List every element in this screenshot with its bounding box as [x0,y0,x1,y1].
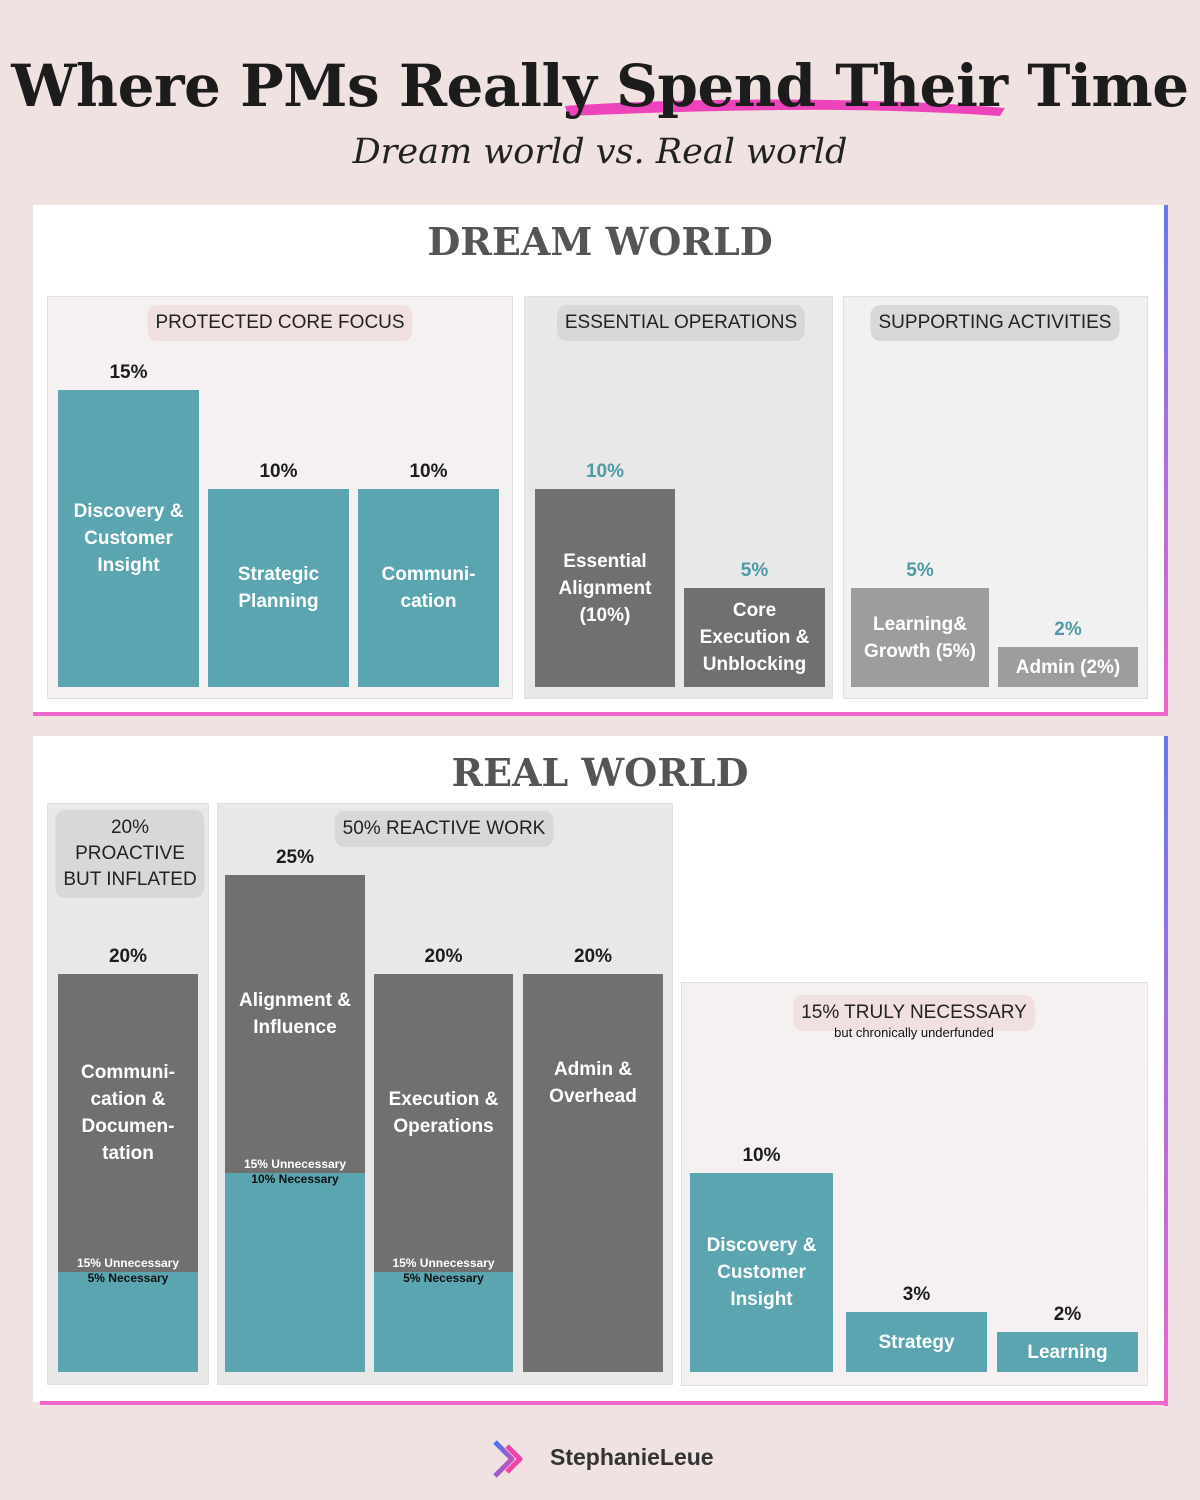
dream-frame-right [1164,205,1168,716]
bar-label: Learning [1027,1341,1108,1363]
bar-value-label: 20% [573,946,613,967]
bar-real-necessary-segment [58,1272,198,1372]
necessary-label: 5% Necessary [403,1271,484,1285]
bar-label: Strategy [878,1331,955,1353]
group-label-reactive-work: 50% REACTIVE WORK [334,811,554,847]
bar-dream-0 [58,390,199,687]
real-frame-bottom [40,1401,1168,1405]
bar-value-label: 20% [108,946,148,967]
bar-real-6 [997,1332,1138,1372]
bar-label: Discovery & Customer Insight [706,1235,817,1310]
necessary-label: 5% Necessary [87,1271,169,1285]
necessity-split-label: 15% Unnecessary 10% Necessary [225,1157,365,1187]
bar-value-label: 2% [1053,1304,1082,1325]
unnecessary-label: 15% Unnecessary [76,1256,180,1270]
bar-value-label: 10% [409,461,448,482]
page-subtitle: Dream world vs. Real world [352,132,848,172]
group-label-proactive-but-inflated: 20% PROACTIVE BUT INFLATED [55,810,205,898]
bar-label: Communi- cation [381,564,476,612]
bar-real-4 [690,1173,833,1372]
bar-real-necessary-segment [374,1272,513,1372]
bar-value-label: 15% [109,362,148,383]
unnecessary-label: 15% Unnecessary [243,1157,347,1171]
bar-label: Core Execution & Unblocking [699,600,810,675]
bar-label: Communi- cation & Documen- tation [81,1062,175,1164]
bar-label: Execution & Operations [388,1089,499,1137]
bar-value-label: 5% [740,560,769,581]
bar-label: Essential Alignment (10%) [558,550,652,626]
bar-real-5 [846,1312,987,1372]
bar-label: Admin (2%) [1015,656,1121,678]
bar-value-label: 5% [906,560,934,581]
group-label-truly-necessary: 15% TRULY NECESSARY [793,995,1035,1031]
dream-world-title: DREAM WORLD [427,219,773,264]
necessity-split-label: 15% Unnecessary 5% Necessary [374,1256,513,1286]
group-label-supporting-activities: SUPPORTING ACTIVITIES [870,305,1120,341]
real-frame-right [1164,736,1168,1406]
bar-value-label: 10% [259,461,298,482]
bar-dream-4 [684,588,825,687]
brand-name: StephanieLeue [550,1444,714,1470]
page-title: Where PMs Really Spend Their Time [11,52,1189,120]
group-label-essential-operations: ESSENTIAL OPERATIONS [556,305,806,341]
necessary-label: 10% Necessary [251,1172,339,1186]
bar-real-3 [523,974,663,1372]
bar-value-label: 3% [902,1284,931,1305]
bar-dream-6 [998,647,1138,687]
bar-real-necessary-segment [225,1173,365,1372]
real-world-title: REAL WORLD [451,750,749,795]
bar-value-label: 20% [424,946,463,967]
bar-label: Learning& Growth (5%) [864,613,976,662]
chevron-arrow-logo-icon [493,1440,523,1478]
bar-dream-5 [851,588,989,687]
bar-value-label: 10% [742,1145,781,1166]
bar-label: Alignment & Influence [239,990,351,1038]
necessity-split-label: 15% Unnecessary 5% Necessary [58,1256,198,1286]
bar-dream-1 [208,489,349,687]
bar-dream-2 [358,489,499,687]
group-label-protected-core-focus: PROTECTED CORE FOCUS [147,305,413,341]
bar-label: Admin & Overhead [549,1059,637,1108]
bar-label: Strategic Planning [237,564,320,612]
unnecessary-label: 15% Unnecessary [392,1256,495,1270]
highlight-stroke [565,99,1005,116]
bar-value-label: 2% [1054,619,1082,640]
dream-frame-bottom [33,712,1168,716]
bar-label: Discovery & Customer Insight [73,501,184,576]
bar-dream-3 [535,489,675,687]
group-note-underfunded: but chronically underfunded [834,1025,994,1040]
bar-value-label: 25% [275,847,315,868]
bar-value-label: 10% [585,461,625,482]
